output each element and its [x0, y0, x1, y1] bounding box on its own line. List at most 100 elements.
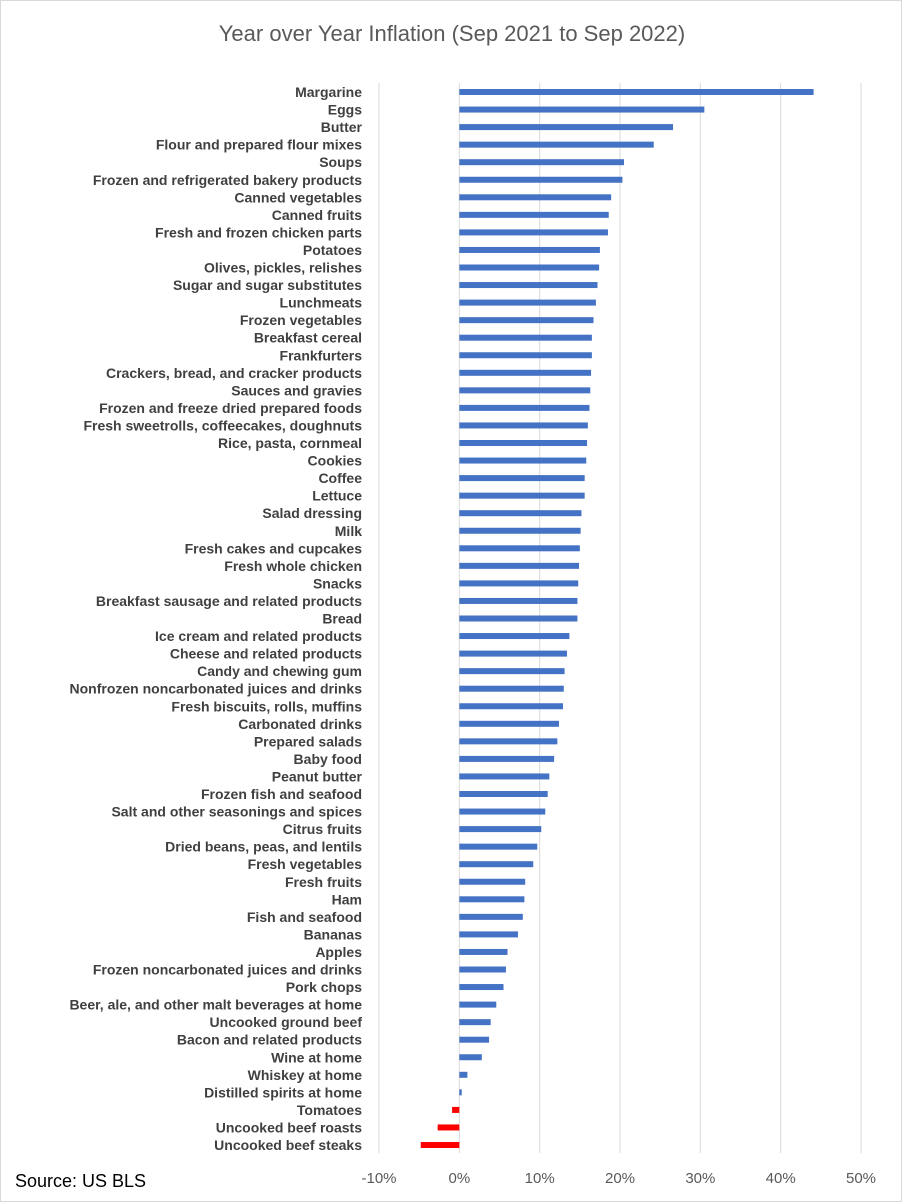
bar	[459, 1054, 482, 1061]
category-label: Carbonated drinks	[238, 716, 362, 732]
bar	[459, 791, 548, 797]
category-label: Frozen and refrigerated bakery products	[93, 172, 362, 188]
category-label: Butter	[321, 119, 363, 135]
category-label: Flour and prepared flour mixes	[156, 137, 362, 153]
category-label: Uncooked beef roasts	[216, 1119, 362, 1135]
category-label: Apples	[315, 944, 362, 960]
category-label: Soups	[319, 154, 362, 170]
bar	[459, 422, 588, 429]
bar	[459, 124, 674, 131]
bar	[459, 229, 608, 236]
category-label: Fresh and frozen chicken parts	[155, 224, 362, 240]
category-label: Fish and seafood	[247, 909, 362, 925]
bar	[459, 369, 592, 376]
category-label: Cheese and related products	[170, 646, 362, 662]
bar	[459, 668, 565, 675]
category-label: Canned vegetables	[234, 189, 362, 205]
category-label: Uncooked beef steaks	[214, 1137, 362, 1153]
category-label: Olives, pickles, relishes	[204, 260, 362, 276]
x-tick-label: 20%	[605, 1170, 635, 1187]
bar	[420, 1142, 460, 1148]
bar	[452, 1106, 460, 1113]
category-label: Fresh whole chicken	[224, 558, 362, 574]
bar	[459, 527, 581, 534]
bar	[459, 580, 579, 587]
category-label: Salad dressing	[262, 505, 362, 521]
category-label: Lunchmeats	[280, 295, 363, 311]
bar	[459, 457, 587, 464]
category-label: Baby food	[294, 751, 362, 767]
category-label: Coffee	[318, 470, 362, 486]
bar	[459, 510, 582, 517]
x-tick-label: 40%	[766, 1170, 796, 1187]
bar	[459, 282, 598, 289]
category-label: Snacks	[313, 575, 362, 591]
category-label: Frozen vegetables	[240, 312, 362, 328]
category-label: Bacon and related products	[177, 1032, 362, 1048]
x-tick-label: -10%	[361, 1170, 396, 1187]
category-label: Distilled spirits at home	[204, 1084, 362, 1100]
category-label: Potatoes	[303, 242, 362, 258]
bar	[459, 738, 558, 745]
category-label: Frozen fish and seafood	[201, 786, 362, 802]
category-label: Whiskey at home	[248, 1067, 363, 1083]
bar	[459, 826, 542, 833]
category-label: Breakfast sausage and related products	[96, 593, 362, 609]
bar	[459, 317, 594, 324]
category-label: Salt and other seasonings and spices	[111, 804, 362, 820]
bar	[459, 1071, 468, 1078]
category-label: Fresh biscuits, rolls, muffins	[171, 698, 362, 714]
category-label: Fresh vegetables	[248, 856, 363, 872]
category-label: Ham	[332, 891, 362, 907]
bar	[459, 913, 523, 920]
bar	[459, 211, 609, 218]
category-label: Sauces and gravies	[231, 382, 362, 398]
bar	[437, 1124, 460, 1131]
bar	[459, 299, 596, 306]
category-label: Canned fruits	[272, 207, 362, 223]
bar	[459, 562, 580, 569]
bar	[459, 89, 814, 95]
category-label: Eggs	[328, 102, 362, 118]
bar	[459, 755, 555, 762]
category-label: Nonfrozen noncarbonated juices and drink…	[70, 681, 363, 697]
category-label: Citrus fruits	[283, 821, 363, 837]
category-label: Uncooked ground beef	[210, 1014, 363, 1030]
x-tick-label: 0%	[448, 1170, 470, 1187]
x-tick-label: 10%	[525, 1170, 555, 1187]
bar	[459, 808, 546, 815]
x-axis-tick-labels: -10% 0% 10% 20% 30% 40% 50%	[361, 1170, 876, 1187]
category-label: Fresh sweetrolls, coffeecakes, doughnuts	[83, 417, 362, 433]
bar	[459, 861, 534, 868]
bar	[459, 615, 578, 622]
bar	[459, 720, 559, 727]
bar	[459, 159, 625, 166]
category-label: Candy and chewing gum	[197, 663, 362, 679]
bar	[459, 931, 518, 938]
category-label: Crackers, bread, and cracker products	[106, 365, 362, 381]
x-tick-label: 50%	[846, 1170, 876, 1187]
category-label: Beer, ale, and other malt beverages at h…	[69, 997, 362, 1013]
category-label: Peanut butter	[272, 768, 363, 784]
gridlines	[378, 83, 862, 1153]
category-label: Dried beans, peas, and lentils	[165, 839, 362, 855]
x-tick-label: 30%	[685, 1170, 715, 1187]
bars	[420, 89, 814, 1148]
category-label: Wine at home	[271, 1049, 362, 1065]
bar	[459, 194, 612, 201]
category-label: Breakfast cereal	[254, 330, 362, 346]
source-note: Source: US BLS	[15, 1171, 147, 1191]
category-label: Milk	[335, 523, 362, 539]
bar	[459, 685, 564, 692]
bar	[459, 1089, 462, 1096]
category-label: Tomatoes	[297, 1102, 362, 1118]
bar	[459, 141, 654, 148]
bar	[459, 948, 508, 955]
bar	[459, 334, 592, 341]
category-label: Frankfurters	[280, 347, 363, 363]
bar	[459, 1036, 490, 1043]
bar	[459, 264, 600, 271]
category-label: Bread	[322, 611, 362, 627]
bar	[459, 597, 578, 604]
